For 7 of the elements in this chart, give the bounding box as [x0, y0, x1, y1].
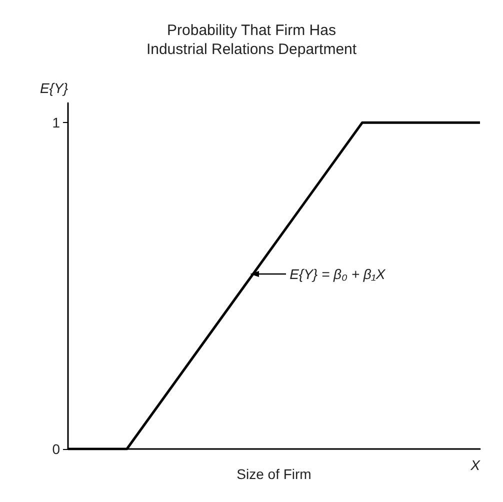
- y-tick-label: 0: [52, 441, 60, 457]
- y-axis-title: E{Y}: [40, 80, 68, 96]
- x-axis-title: Size of Firm: [236, 466, 312, 482]
- y-tick-label: 1: [52, 114, 60, 131]
- text: X: [470, 457, 481, 473]
- annotation: E{Y} = β₀ + β₁X: [290, 266, 386, 282]
- chart-title: Probability That Firm Has Industrial Relations Department: [146, 22, 358, 58]
